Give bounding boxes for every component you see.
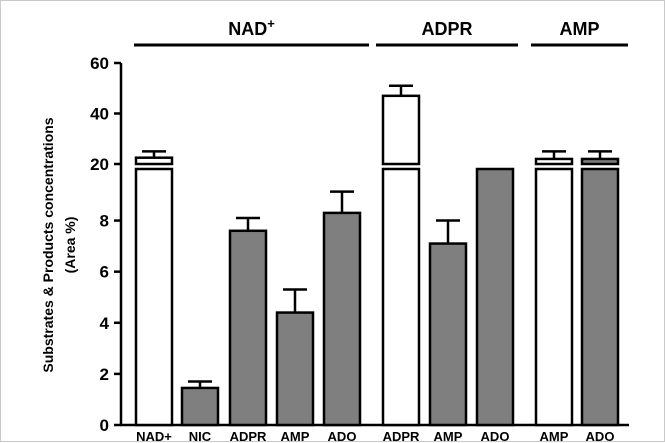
x-tick-label: ADO [328, 429, 357, 443]
y-tick-label: 40 [90, 105, 109, 124]
bar [228, 229, 268, 427]
x-tick-label: ADO [481, 429, 510, 443]
x-tick-label: AMP [434, 429, 463, 443]
y-tick-label: 2 [100, 365, 109, 384]
group-label: AMP [560, 19, 600, 39]
x-tick-label: NIC [189, 429, 212, 443]
bar [475, 167, 515, 427]
x-tick-label: ADPR [230, 429, 267, 443]
x-tick-label: NAD+ [136, 429, 172, 443]
bar [322, 211, 362, 427]
y-axis-label: Substrates & Products concentrations [40, 117, 56, 372]
x-tick-label: AMP [281, 429, 310, 443]
y-tick-label: 0 [100, 416, 109, 435]
bar [180, 386, 220, 427]
bar [381, 167, 421, 427]
group-label: ADPR [421, 19, 472, 39]
bar-upper-segment [134, 156, 174, 166]
bar-upper-segment [381, 94, 421, 166]
y-tick-label: 6 [100, 263, 109, 282]
y-tick-label: 60 [90, 54, 109, 73]
bar [580, 167, 620, 427]
bar-upper-segment [580, 157, 620, 166]
bar [428, 242, 468, 427]
bar [275, 311, 315, 427]
bar [134, 167, 174, 427]
bar [534, 167, 574, 427]
y-tick-label: 8 [100, 212, 109, 231]
x-tick-label: AMP [540, 429, 569, 443]
x-tick-label: ADPR [383, 429, 420, 443]
y-axis-label-unit: (Area %) [62, 217, 78, 274]
y-tick-label: 4 [100, 314, 110, 333]
bar-upper-segment [534, 157, 574, 166]
x-tick-label: ADO [586, 429, 615, 443]
y-tick-label: 20 [90, 155, 109, 174]
group-label: NAD+ [228, 16, 275, 39]
